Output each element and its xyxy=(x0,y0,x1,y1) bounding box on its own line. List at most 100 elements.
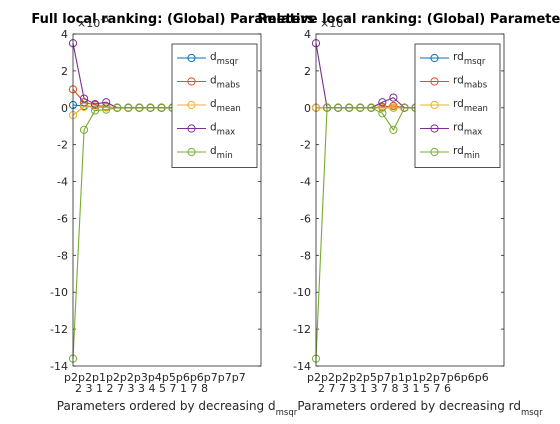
right-x-axis-label-main: Parameters ordered by decreasing rd xyxy=(297,399,521,413)
right-y-tick-label: 4 xyxy=(304,28,311,41)
right-exponent-value: -6 xyxy=(343,15,351,25)
right-legend-label-base: rd xyxy=(453,122,464,134)
right-y-tick-label: -14 xyxy=(293,360,311,373)
right-y-tick-label: -10 xyxy=(293,286,311,299)
left-y-tick-label: -14 xyxy=(50,360,68,373)
left-legend-label-sub: mean xyxy=(217,104,241,114)
right-legend-label: rdmsqr xyxy=(453,51,486,67)
left-legend-label-sub: mabs xyxy=(217,81,241,91)
left-y-tick-label: 4 xyxy=(61,28,68,41)
right-y-tick-label: -2 xyxy=(300,139,311,152)
left-data-point-d_min xyxy=(102,105,111,114)
left-legend-label: dmean xyxy=(210,98,241,114)
left-legend-label-sub: max xyxy=(217,128,236,138)
right-data-point-rd_min xyxy=(322,103,332,112)
right-legend-label-sub: max xyxy=(464,128,483,138)
left-legend-label-base: d xyxy=(210,75,217,87)
right-legend-marker xyxy=(430,100,439,110)
left-legend-label: dmsqr xyxy=(210,51,239,67)
right-data-point-rd_min xyxy=(400,103,409,112)
right-chart-title: Relative local ranking: (Global) Paramet… xyxy=(258,12,560,27)
left-legend-label-sub: msqr xyxy=(217,57,239,67)
right-y-tick-label: -12 xyxy=(293,323,311,336)
right-y-tick-label: -6 xyxy=(300,212,311,225)
right-y-tick-label: 0 xyxy=(304,102,311,115)
right-data-point-rd_mean xyxy=(389,103,398,112)
right-legend-label-base: rd xyxy=(453,51,464,63)
right-axes-box xyxy=(315,33,505,367)
right-data-point-rd_mean xyxy=(378,103,387,112)
left-y-tick-label: -6 xyxy=(57,212,68,225)
left-x-axis-label: Parameters ordered by decreasing dmsqr xyxy=(57,399,298,418)
right-data-point-rd_min xyxy=(356,103,365,112)
left-legend-marker xyxy=(187,124,196,133)
left-legend-label-base: d xyxy=(210,122,217,134)
left-chart-title: Full local ranking: (Global) Parameters xyxy=(31,12,315,27)
left-legend-marker xyxy=(187,147,196,157)
left-data-point-d_min xyxy=(157,103,166,112)
left-data-point-d_max xyxy=(91,99,100,109)
left-legend-box xyxy=(171,43,258,168)
right-legend-marker xyxy=(430,147,439,157)
left-y-ticks: 4 2 0 -2 -4 -6 -8 -10 -12 -14 xyxy=(50,28,261,373)
left-legend-label-base: d xyxy=(210,51,217,63)
right-legend-label-sub: min xyxy=(464,151,480,161)
left-data-point-d_min xyxy=(135,103,144,112)
left-data-point-d_min xyxy=(113,103,122,112)
left-data-point-d_mean xyxy=(79,102,89,111)
left-exponent-value: -6 xyxy=(100,15,108,25)
left-x-tick-labels-row1: p2p2p1p2p2p3p4p5p6p6p7p7p7 xyxy=(64,371,246,384)
right-legend-box xyxy=(414,43,501,168)
right-data-point-rd_min xyxy=(378,109,387,118)
right-legend-label-sub: mean xyxy=(464,104,488,114)
left-axes-box xyxy=(72,33,262,367)
right-legend-marker xyxy=(430,53,439,63)
left-legend-marker xyxy=(187,77,196,86)
right-legend-label: rdmabs xyxy=(453,75,488,91)
right-legend-marker xyxy=(430,124,439,133)
right-chart-panel: 4 2 0 -2 -4 -6 -8 -10 -12 -14 Relative local rank… xyxy=(258,12,560,418)
right-data-point-rd_min xyxy=(334,103,343,112)
right-x-axis-label-sub: msqr xyxy=(521,408,543,418)
right-data-point-rd_max xyxy=(378,98,387,107)
left-legend-marker xyxy=(187,53,196,63)
left-y-tick-label: -12 xyxy=(50,323,68,336)
left-legend-label: dmax xyxy=(210,122,235,138)
right-legend-label-sub: msqr xyxy=(464,57,486,67)
left-legend-label: dmabs xyxy=(210,75,241,91)
left-legend-marker xyxy=(187,100,196,110)
right-legend-label-base: rd xyxy=(453,145,464,157)
left-legend-label-sub: min xyxy=(217,151,233,161)
left-data-point-d_min xyxy=(79,125,89,135)
left-data-point-d_min xyxy=(91,106,100,115)
right-y-tick-label: -8 xyxy=(300,249,311,262)
right-legend-label-base: rd xyxy=(453,75,464,87)
right-y-tick-label: 2 xyxy=(304,65,311,78)
right-exponent-label: ×10-6 xyxy=(320,15,352,30)
left-exponent-base: ×10 xyxy=(77,17,100,30)
left-data-point-d_max xyxy=(79,94,89,103)
right-x-tick-labels-row1: p2p2p2p2p5p7p1p1p2p7p6p6p6 xyxy=(307,371,489,384)
right-data-point-rd_max xyxy=(389,93,398,102)
left-x-tick-labels-row2: 2 3 1 2 7 3 3 4 5 7 1 7 8 xyxy=(75,382,208,395)
left-y-tick-label: -10 xyxy=(50,286,68,299)
left-legend-label-base: d xyxy=(210,145,217,157)
left-y-tick-label: -2 xyxy=(57,139,68,152)
right-y-ticks: 4 2 0 -2 -4 -6 -8 -10 -12 -14 xyxy=(293,28,504,373)
right-legend-marker xyxy=(430,77,439,86)
right-data-point-rd_min xyxy=(367,103,376,112)
right-legend-label-base: rd xyxy=(453,98,464,110)
left-y-tick-label: -4 xyxy=(57,176,68,189)
right-legend-label: rdmin xyxy=(453,145,480,161)
right-legend-label: rdmax xyxy=(453,122,482,138)
right-x-tick-labels-row2: 2 7 7 3 1 3 7 8 3 1 5 7 6 xyxy=(318,382,451,395)
right-y-tick-label: -4 xyxy=(300,176,311,189)
left-legend-label: dmin xyxy=(210,145,233,161)
right-exponent-base: ×10 xyxy=(320,17,343,30)
right-data-point-rd_min xyxy=(345,103,354,112)
left-legend-label-base: d xyxy=(210,98,217,110)
left-chart-panel: 4 2 0 -2 -4 -6 -8 -10 -12 -14 Full local ranking:… xyxy=(31,12,315,418)
